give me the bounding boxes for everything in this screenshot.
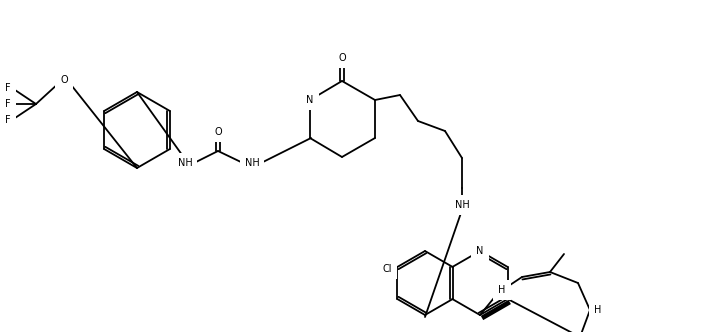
Text: O: O xyxy=(338,53,346,63)
Text: F: F xyxy=(5,115,11,125)
Text: NH: NH xyxy=(244,158,259,168)
Text: Cl: Cl xyxy=(383,264,392,274)
Text: N: N xyxy=(306,95,314,105)
Text: NH: NH xyxy=(178,158,192,168)
Text: N: N xyxy=(477,246,484,256)
Text: F: F xyxy=(5,83,11,93)
Text: F: F xyxy=(5,99,11,109)
Text: O: O xyxy=(60,75,68,85)
Text: NH: NH xyxy=(455,200,470,210)
Text: H: H xyxy=(498,285,505,295)
Text: O: O xyxy=(214,127,222,137)
Text: H: H xyxy=(595,305,602,315)
